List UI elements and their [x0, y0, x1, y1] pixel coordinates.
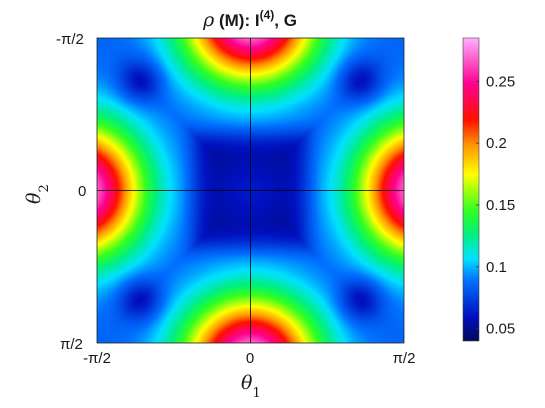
- chart-title: ρ (M): I(4), G: [202, 8, 297, 31]
- title-suffix: , G: [274, 11, 297, 30]
- colorbar-tick-label: 0.15: [486, 197, 515, 214]
- x-axis-symbol: θ: [241, 372, 253, 394]
- colorbar-ticks: 0.05 0.1 0.15 0.2 0.25: [476, 73, 515, 338]
- title-superscript: (4): [260, 8, 275, 22]
- y-axis-symbol: θ: [23, 192, 45, 204]
- colorbar-tick-label: 0.05: [486, 321, 515, 338]
- y-tick-bottom: π/2: [60, 336, 83, 353]
- x-axis-label: θ1: [241, 372, 261, 401]
- y-axis-label: θ2: [23, 184, 52, 204]
- title-main: (M): I: [214, 11, 259, 30]
- title-rho: ρ: [202, 9, 215, 31]
- colorbar-tick-label: 0.2: [486, 135, 507, 152]
- y-tick-top: -π/2: [56, 31, 84, 48]
- colorbar-tick-label: 0.25: [486, 73, 515, 90]
- x-tick-middle: 0: [246, 350, 254, 367]
- x-tick-right: π/2: [393, 350, 416, 367]
- x-axis-subscript: 1: [252, 386, 260, 401]
- y-tick-middle: 0: [78, 183, 86, 200]
- colorbar-tick-label: 0.1: [486, 259, 507, 276]
- x-tick-left: -π/2: [83, 350, 111, 367]
- y-axis-subscript: 2: [37, 184, 52, 192]
- plot-frame: [96, 37, 405, 344]
- colorbar: [462, 37, 480, 342]
